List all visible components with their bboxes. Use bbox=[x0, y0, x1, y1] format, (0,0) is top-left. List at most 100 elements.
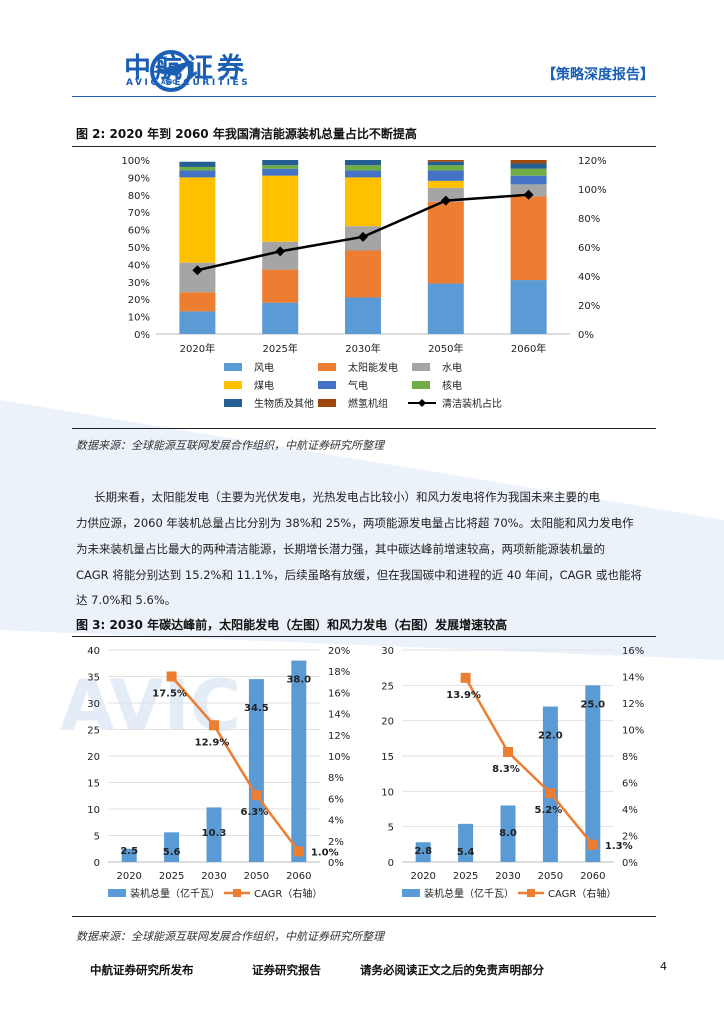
stacked-bar-segment bbox=[510, 196, 547, 281]
bar-value-label: 34.5 bbox=[244, 703, 269, 714]
stacked-bar-segment bbox=[345, 297, 381, 334]
capacity-bar bbox=[542, 706, 558, 862]
x-axis-tick-label: 2020年 bbox=[180, 342, 215, 355]
y-axis-tick-label: 15 bbox=[87, 779, 100, 790]
cagr-value-label: 5.2% bbox=[535, 805, 563, 816]
x-axis-tick-label: 2025 bbox=[159, 871, 184, 882]
legend-swatch bbox=[318, 399, 336, 407]
cagr-marker bbox=[209, 720, 219, 731]
cagr-marker bbox=[293, 846, 304, 857]
stacked-bar-segment bbox=[179, 170, 216, 178]
clean-share-marker bbox=[358, 231, 368, 242]
figure2-title: 图 2: 2020 年到 2060 年我国清洁能源装机总量占比不断提高 bbox=[76, 127, 417, 141]
y2-axis-tick-label: 12% bbox=[328, 731, 350, 742]
capacity-bar bbox=[291, 660, 307, 862]
legend-marker-swatch bbox=[527, 889, 535, 897]
y-axis-tick-label: 35 bbox=[87, 673, 100, 684]
x-axis-tick-label: 2060年 bbox=[511, 342, 546, 355]
y2-axis-tick-label: 2% bbox=[622, 832, 638, 843]
legend-label: 清洁装机占比 bbox=[442, 397, 502, 410]
stacked-bar-segment bbox=[345, 165, 381, 171]
stacked-bar-segment bbox=[510, 175, 547, 185]
bar-value-label: 25.0 bbox=[580, 699, 605, 710]
bar-value-label: 5.6 bbox=[163, 847, 181, 858]
x-axis-tick-label: 2020 bbox=[410, 871, 435, 882]
bar-value-label: 8.0 bbox=[499, 828, 517, 839]
avic-logo-icon: AVIC bbox=[150, 50, 193, 92]
bar-value-label: 2.8 bbox=[414, 846, 432, 857]
x-axis-tick-label: 2050年 bbox=[428, 342, 463, 355]
page-number: 4 bbox=[660, 960, 667, 973]
clean-share-marker bbox=[523, 189, 534, 200]
cagr-marker bbox=[251, 790, 262, 801]
avic-watermark: AVIC bbox=[0, 400, 724, 747]
y-axis-tick-label: 10 bbox=[381, 787, 394, 798]
capacity-bar bbox=[164, 832, 180, 862]
y-axis-tick-label: 30% bbox=[128, 278, 150, 289]
stacked-bar-segment bbox=[427, 170, 464, 181]
x-axis-tick-label: 2050 bbox=[538, 871, 563, 882]
paragraph-line-2: 力供应源，2060 年装机总量占比分别为 38%和 25%，两项能源发电量占比将… bbox=[76, 516, 634, 530]
stacked-bar-segment bbox=[179, 166, 216, 171]
x-axis-tick-label: 2030 bbox=[495, 871, 520, 882]
figure3-top-rule bbox=[72, 636, 656, 637]
legend-swatch bbox=[402, 889, 420, 897]
legend-marker-swatch bbox=[418, 399, 426, 407]
y-axis-tick-label: 30 bbox=[381, 646, 394, 657]
cagr-value-label: 13.9% bbox=[446, 690, 481, 701]
stacked-bar-segment bbox=[427, 283, 464, 334]
y-axis-tick-label: 0 bbox=[94, 858, 100, 869]
stacked-bar-segment bbox=[179, 292, 216, 312]
header-divider bbox=[72, 96, 656, 97]
footer-report-label: 证券研究报告 bbox=[252, 963, 321, 977]
bar-value-label: 38.0 bbox=[286, 675, 311, 686]
y-axis-tick-label: 5 bbox=[94, 832, 100, 843]
stacked-bar-segment bbox=[262, 302, 299, 334]
stacked-bar-segment bbox=[427, 160, 464, 162]
x-axis-tick-label: 2030年 bbox=[345, 342, 380, 355]
stacked-bar-segment bbox=[427, 165, 464, 171]
cagr-line bbox=[464, 677, 594, 846]
cagr-marker bbox=[587, 839, 598, 850]
y2-axis-tick-label: 0% bbox=[578, 330, 594, 341]
x-axis-tick-label: 2030 bbox=[201, 871, 226, 882]
legend-label: 燃氢机组 bbox=[348, 397, 388, 410]
watermark-text: AVIC bbox=[60, 665, 241, 747]
stacked-bar-segment bbox=[510, 168, 547, 176]
cagr-value-label: 12.9% bbox=[195, 737, 230, 748]
figure3-source: 数据来源：全球能源互联网发展合作组织，中航证券研究所整理 bbox=[76, 930, 384, 943]
x-axis-tick-label: 2025年 bbox=[262, 342, 297, 355]
stacked-bar-segment bbox=[345, 160, 381, 166]
y2-axis-tick-label: 10% bbox=[622, 726, 644, 737]
capacity-bar bbox=[458, 823, 474, 862]
legend-swatch bbox=[108, 889, 126, 897]
figure3-bottom-rule bbox=[72, 916, 656, 917]
legend-label: 风电 bbox=[254, 361, 274, 374]
y-axis-tick-label: 20 bbox=[381, 717, 394, 728]
stacked-bar-segment bbox=[345, 170, 381, 178]
x-axis-tick-label: 2060 bbox=[580, 871, 605, 882]
report-type-label: 【策略深度报告】 bbox=[542, 67, 654, 83]
x-axis-tick-label: 2060 bbox=[286, 871, 311, 882]
y2-axis-tick-label: 16% bbox=[622, 646, 644, 657]
stacked-bar-segment bbox=[179, 161, 216, 167]
y2-axis-tick-label: 100% bbox=[578, 185, 607, 196]
capacity-bar bbox=[415, 842, 431, 862]
clean-share-marker bbox=[275, 246, 286, 257]
paragraph-line-3: 为未来装机量占比最大的两种清洁能源，长期增长潜力强，其中碳达峰前增速较高，两项新… bbox=[76, 542, 605, 556]
y-axis-tick-label: 40% bbox=[128, 260, 150, 271]
figure2-top-rule bbox=[72, 146, 656, 147]
x-axis-tick-label: 2020 bbox=[116, 871, 141, 882]
capacity-bar bbox=[121, 848, 137, 862]
legend-swatch bbox=[224, 381, 242, 389]
stacked-bar-segment bbox=[427, 187, 464, 202]
stacked-bar-segment bbox=[345, 177, 381, 227]
clean-share-marker bbox=[192, 265, 203, 276]
bar-value-label: 10.3 bbox=[202, 828, 227, 839]
stacked-bar-segment bbox=[262, 175, 299, 242]
legend-label: CAGR（右轴） bbox=[548, 887, 616, 900]
cagr-marker bbox=[460, 672, 471, 683]
y2-axis-tick-label: 60% bbox=[578, 243, 600, 254]
stacked-bar-segment bbox=[510, 160, 547, 164]
legend-label: 核电 bbox=[442, 379, 462, 392]
